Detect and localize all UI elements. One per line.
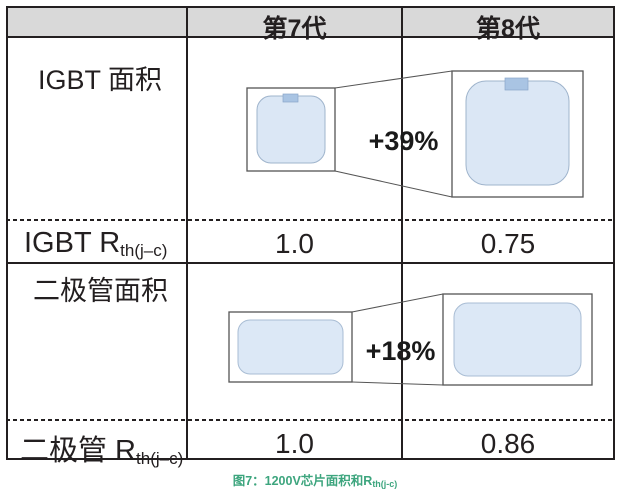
svg-text:+39%: +39% xyxy=(369,126,439,156)
